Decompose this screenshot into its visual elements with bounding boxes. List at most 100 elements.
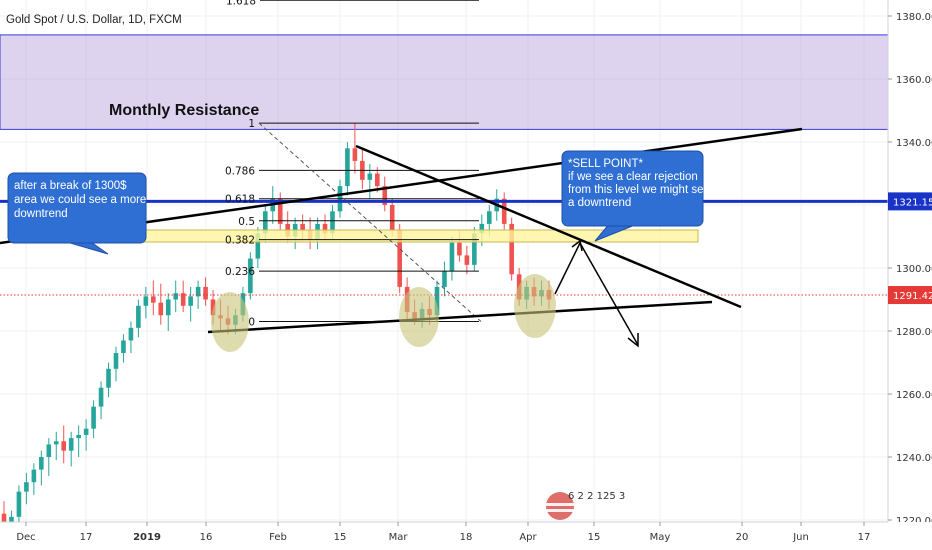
candle-body: [173, 293, 179, 300]
candle: [165, 293, 171, 331]
candle-body: [345, 148, 350, 187]
chart-drawings[interactable]: 1.618 1 0.786 0.618 0.5 0.382 0.236 0 after a br…: [0, 0, 888, 520]
time-tick-label: Apr: [519, 532, 537, 543]
candle-body: [98, 387, 104, 407]
candle-body: [76, 434, 81, 439]
price-tick-label: 1220.00: [896, 516, 932, 527]
candle: [158, 283, 164, 325]
time-tick-label: 18: [460, 532, 473, 543]
price-tick-label: 1240.00: [896, 453, 932, 464]
candle-body: [389, 205, 395, 231]
candle: [128, 321, 134, 354]
candle: [360, 148, 365, 190]
price-tick-label: 1380.00: [896, 12, 932, 23]
candle: [76, 425, 81, 457]
price-tick-label: 1300.00: [896, 264, 932, 275]
candle: [16, 485, 22, 524]
candle: [195, 280, 201, 309]
level-badge-text: 1321.15: [893, 197, 932, 208]
candle-body: [91, 406, 96, 429]
time-tick-label: 17: [858, 532, 871, 543]
candle: [509, 217, 514, 281]
right-callout-text: a downtrend: [568, 197, 631, 209]
candle-body: [434, 286, 440, 316]
time-tick-label: 20: [736, 532, 749, 543]
candle-body: [188, 296, 193, 306]
candle-body: [300, 223, 305, 231]
fib-level-label: 0.236: [225, 266, 255, 278]
candle-body: [39, 457, 44, 470]
time-tick-label: 15: [588, 532, 601, 543]
left-callout-box[interactable]: [7, 172, 147, 244]
bottom-ellipse[interactable]: [399, 287, 439, 347]
candle: [173, 280, 179, 313]
candle: [39, 450, 44, 486]
candle: [352, 123, 358, 174]
left-callout[interactable]: after a break of 1300$ area we could see …: [7, 172, 147, 255]
time-tick-label: 16: [200, 532, 213, 543]
monthly-resistance-zone[interactable]: [0, 34, 889, 130]
candle-body: [61, 441, 67, 451]
candle-body: [16, 491, 22, 517]
candle: [180, 280, 186, 313]
price-tick-label: 1280.00: [896, 327, 932, 338]
arrow-head-down[interactable]: [627, 333, 639, 348]
falling-trendline[interactable]: [355, 144, 742, 309]
candle-body: [472, 233, 477, 265]
candle-body: [46, 444, 52, 457]
candle: [31, 463, 37, 495]
candle-body: [31, 469, 37, 483]
right-callout-box[interactable]: [561, 150, 704, 227]
candle-body: [479, 223, 485, 234]
candle: [345, 142, 350, 196]
candle-body: [263, 211, 268, 234]
candle-body: [382, 186, 388, 205]
time-tick-label: Jun: [792, 532, 809, 543]
candle: [248, 252, 253, 300]
time-tick-label: Mar: [389, 532, 409, 543]
candle: [151, 280, 156, 316]
candle-body: [83, 428, 89, 435]
left-callout-text: after a break of 1300$: [14, 180, 127, 192]
candle-body: [180, 293, 186, 306]
price-tick-label: 1260.00: [896, 390, 932, 401]
candle-body: [128, 327, 134, 341]
fib-level-label: 0: [248, 317, 255, 329]
time-tick-label: Feb: [269, 532, 287, 543]
fib-trend-line[interactable]: [258, 122, 482, 322]
price-axis: 1220.001240.001260.001280.001300.001320.…: [887, 0, 932, 550]
time-tick-label: 15: [334, 532, 347, 543]
fib-retracement[interactable]: 1.618 1 0.786 0.618 0.5 0.382 0.236 0: [225, 0, 482, 329]
candle: [143, 286, 149, 319]
fib-level-label: 1: [248, 118, 255, 130]
candle-body: [151, 296, 156, 303]
chart-text: Gold Spot / U.S. Dollar, 1D, FXCM Monthl…: [6, 14, 259, 119]
arrow-head-up[interactable]: [571, 239, 583, 252]
price-tick-label: 1360.00: [896, 75, 932, 86]
candle-body: [352, 148, 358, 161]
right-callout[interactable]: *SELL POINT*if we see a clear rejectionf…: [561, 150, 710, 242]
axis-bg: [888, 0, 932, 550]
projection-arrows[interactable]: [554, 239, 639, 348]
candle: [68, 431, 74, 467]
neckline-trendline[interactable]: [207, 300, 713, 334]
candle-body: [322, 223, 328, 234]
bottom-ellipse[interactable]: [514, 274, 556, 338]
left-callout-text: area we could see a more: [14, 194, 146, 206]
candle: [98, 381, 104, 420]
last-price-badge: [888, 286, 932, 305]
candle-body: [121, 340, 126, 354]
time-tick-label: May: [650, 532, 671, 543]
flag-stripe: [546, 509, 574, 512]
bottom-ellipse[interactable]: [211, 292, 249, 352]
candle: [367, 164, 373, 199]
fib-level-label: 0.382: [225, 235, 255, 247]
right-callout-text: *SELL POINT*: [568, 158, 644, 170]
fib-level-label: 0.5: [238, 216, 255, 228]
candle-body: [255, 233, 261, 259]
candle-body: [374, 173, 380, 187]
candle-body: [53, 441, 59, 445]
candle: [91, 400, 96, 439]
monthly-resistance-label: Monthly Resistance: [109, 102, 259, 119]
